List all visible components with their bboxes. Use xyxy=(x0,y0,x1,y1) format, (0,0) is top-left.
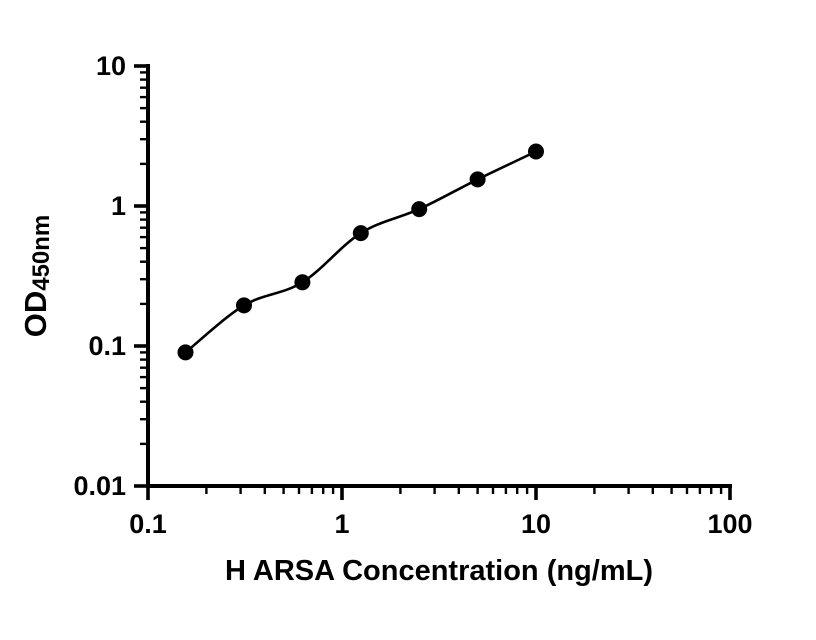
data-series xyxy=(177,143,544,361)
y-tick-labels: 0.01 0.1 1 10 xyxy=(73,51,126,501)
x-tick-labels: 0.1 1 10 100 xyxy=(129,509,752,539)
x-tick-label: 10 xyxy=(521,509,551,539)
y-tick-label: 1 xyxy=(111,191,126,221)
data-point xyxy=(294,274,311,291)
axis-ticks xyxy=(134,64,732,500)
y-tick-label: 0.1 xyxy=(88,331,126,361)
y-tick-label: 0.01 xyxy=(73,471,126,501)
axes-frame xyxy=(146,64,732,488)
data-point xyxy=(236,297,252,314)
y-tick-label: 10 xyxy=(96,51,126,81)
x-tick-label: 100 xyxy=(707,509,752,539)
data-point xyxy=(352,225,369,242)
x-tick-label: 0.1 xyxy=(129,509,167,539)
data-point xyxy=(177,344,194,361)
data-point xyxy=(469,171,486,188)
data-point xyxy=(411,201,428,218)
data-point xyxy=(528,143,544,160)
x-tick-label: 1 xyxy=(334,509,349,539)
x-axis-title: H ARSA Concentration (ng/mL) xyxy=(225,555,653,587)
y-axis-title: OD450nm xyxy=(18,215,55,338)
